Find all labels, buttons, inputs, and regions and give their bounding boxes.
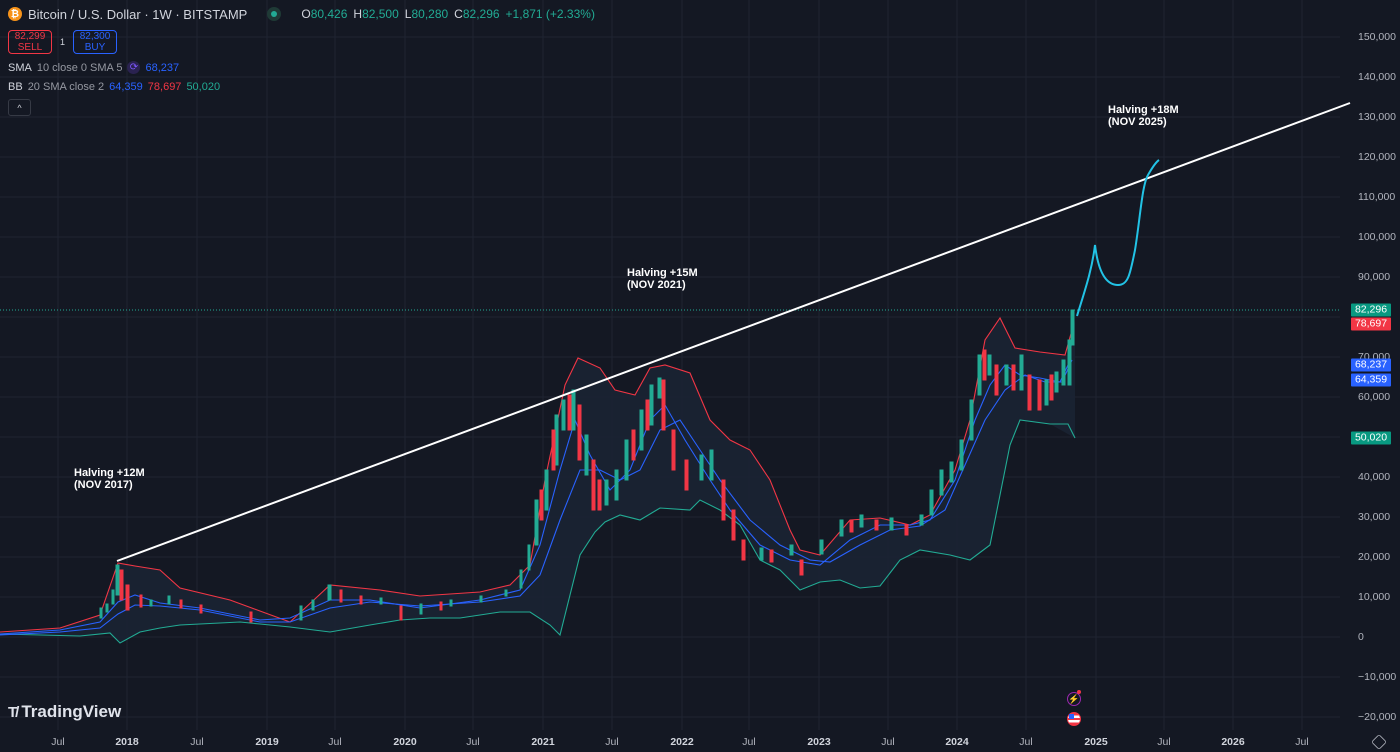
chart-legend: ₿ Bitcoin / U.S. Dollar · 1W · BITSTAMP … xyxy=(8,6,595,116)
annotation-2025[interactable]: Halving +18M (NOV 2025) xyxy=(1108,104,1179,128)
buy-button[interactable]: 82,300 BUY xyxy=(73,30,118,54)
collapse-legend-button[interactable]: ^ xyxy=(8,99,31,116)
price-change: +1,871 (+2.33%) xyxy=(505,7,595,21)
sma-label: 68,237 xyxy=(1351,358,1391,372)
lightning-event-icon[interactable]: ⚡ xyxy=(1067,692,1081,706)
bb-basis-label: 64,359 xyxy=(1351,373,1391,387)
notification-dot xyxy=(1077,690,1081,694)
bb-indicator-legend[interactable]: BB 20 SMA close 2 64,359 78,697 50,020 xyxy=(8,81,221,93)
market-status-icon[interactable] xyxy=(267,7,282,21)
ohlc-values: O80,426 H82,500 L80,280 C82,296 +1,871 (… xyxy=(301,7,595,21)
bb-lower-label: 50,020 xyxy=(1351,431,1391,445)
trendline xyxy=(116,102,1351,562)
bollinger-upper-line xyxy=(0,316,1073,633)
bb-basis-line xyxy=(0,359,1073,636)
us-flag-event-icon[interactable] xyxy=(1067,712,1081,726)
symbol-title[interactable]: Bitcoin / U.S. Dollar · 1W · BITSTAMP xyxy=(28,6,248,22)
bollinger-band-fill xyxy=(0,318,1075,643)
bollinger-lower-line xyxy=(0,419,1076,644)
last-price-label: 82,296 xyxy=(1351,303,1391,317)
chevron-up-icon: ^ xyxy=(17,102,22,113)
bitcoin-icon: ₿ xyxy=(8,7,22,21)
sma-indicator-legend[interactable]: SMA 10 close 0 SMA 5 ⟳ 68,237 xyxy=(8,61,180,74)
sync-icon[interactable]: ⟳ xyxy=(127,61,141,74)
candlesticks xyxy=(99,309,1075,623)
annotation-2021[interactable]: Halving +15M (NOV 2021) xyxy=(627,267,698,291)
bb-upper-label: 78,697 xyxy=(1351,317,1391,331)
sell-button[interactable]: 82,299 SELL xyxy=(8,30,52,54)
tradingview-logo[interactable]: T/ TradingView xyxy=(8,702,122,721)
price-axis[interactable]: 150,000 140,000 130,000 120,000 110,000 … xyxy=(1358,31,1397,723)
annotation-2017[interactable]: Halving +12M (NOV 2017) xyxy=(74,467,145,491)
tradingview-mark-icon: T/ xyxy=(8,703,19,721)
projection-path xyxy=(1076,159,1160,317)
order-quantity[interactable]: 1 xyxy=(60,37,66,47)
